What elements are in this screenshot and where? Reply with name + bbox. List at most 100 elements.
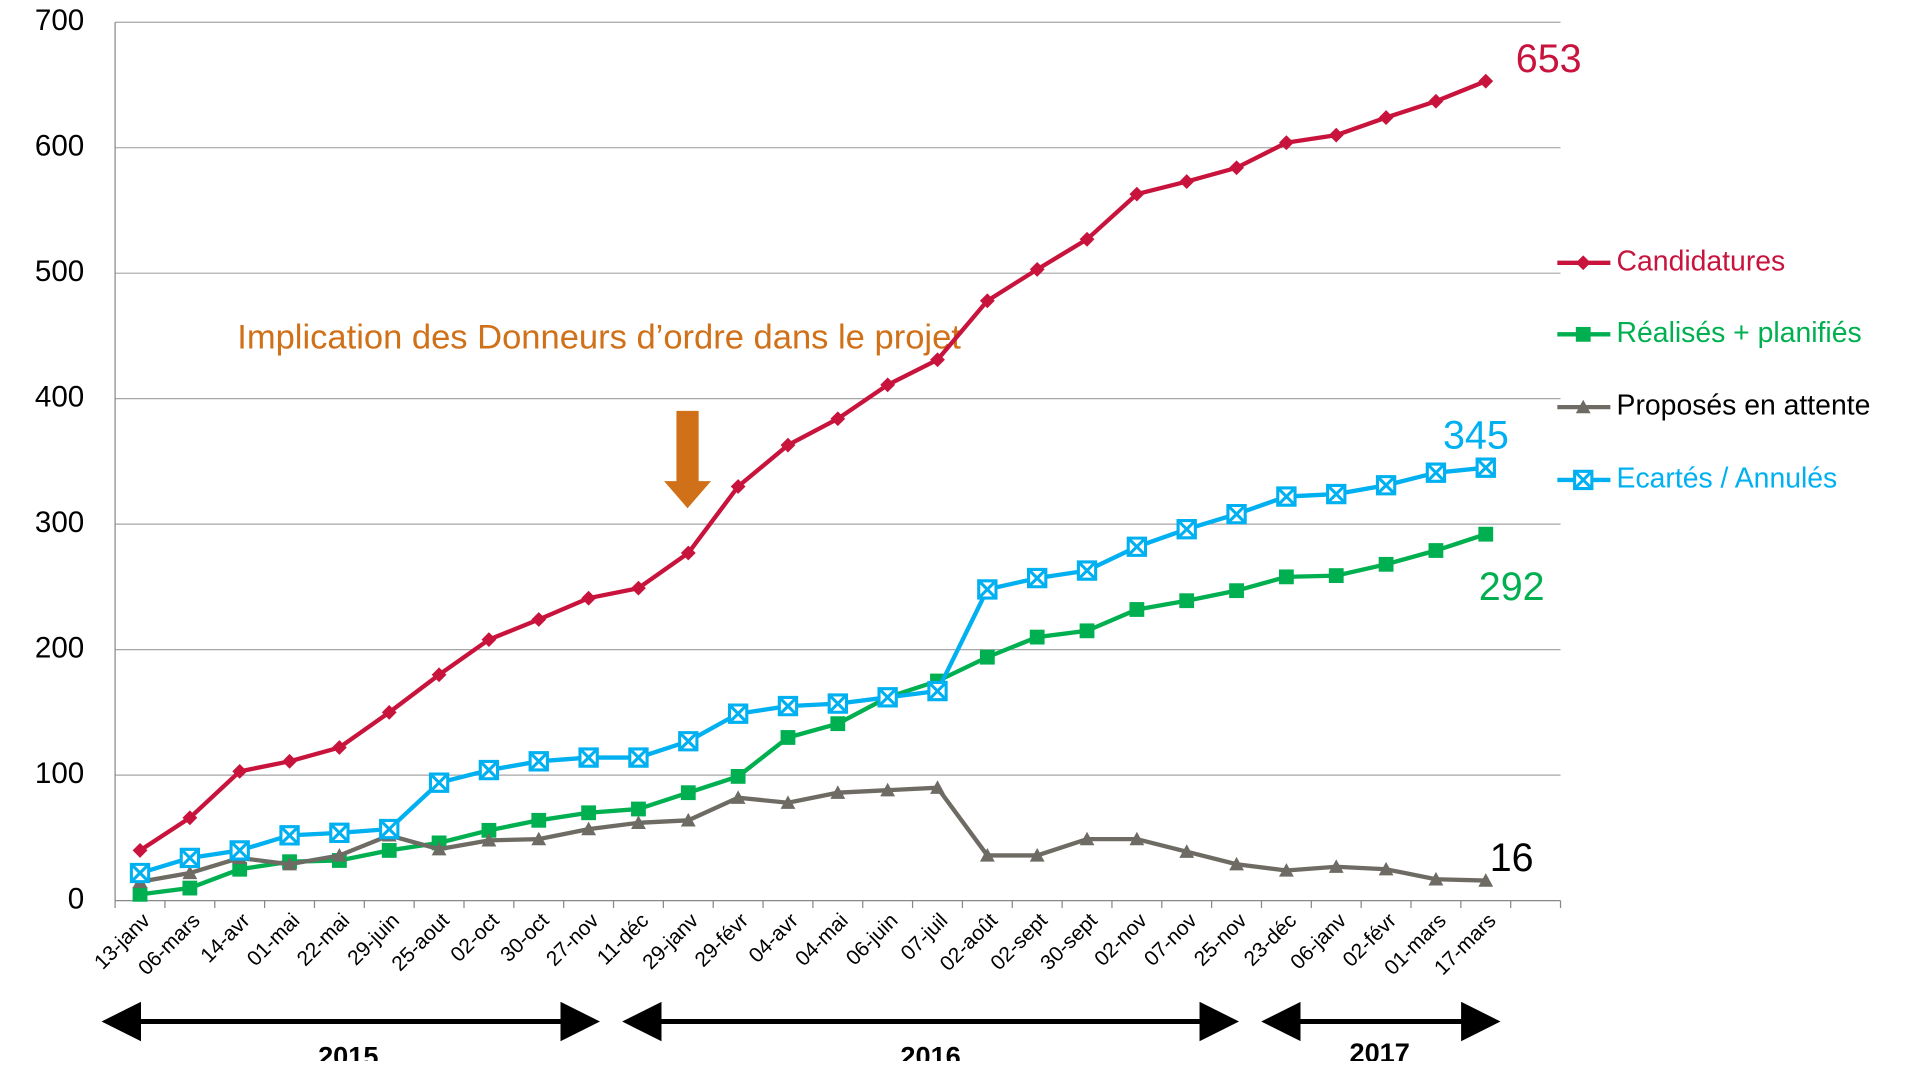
point [1079,623,1095,639]
marker-shape [727,703,749,724]
point [1029,848,1045,862]
point [979,848,995,862]
point [1179,593,1195,609]
point [1328,127,1344,143]
point [182,865,198,880]
x-tick-label: 02-nov [1090,909,1152,971]
y-tick-label: 100 [35,757,84,790]
point [129,862,151,884]
x-tick-label: 29-janv [638,909,703,974]
point [179,847,201,869]
year-label: 2015 [318,1041,378,1061]
legend-label: Ecartés / Annulés [1617,462,1838,494]
point [1328,568,1344,584]
marker-shape [777,695,799,717]
point [1229,160,1244,176]
marker-shape [1176,518,1197,540]
point [678,731,699,752]
point [531,831,547,846]
point [880,377,896,393]
series-line [138,79,1487,853]
point [282,856,297,871]
point [1129,186,1145,202]
y-tick-label: 600 [35,130,84,163]
point [1328,859,1344,873]
series-line [139,465,1486,876]
marker-shape [1276,486,1297,507]
point [578,747,599,768]
point [927,680,948,702]
point [1229,583,1244,599]
point [329,822,350,844]
point [381,843,397,858]
x-tick-label: 30-sept [1036,909,1102,975]
marker-shape [379,818,400,840]
point [182,880,198,896]
y-tick-label: 0 [68,882,84,915]
point [182,810,198,826]
point [1226,503,1247,525]
legend-marker [1575,399,1591,414]
point [631,801,646,817]
marker-shape [927,680,948,702]
y-tick-label: 700 [35,4,84,37]
point [827,693,848,714]
point [481,822,497,838]
point [680,785,696,801]
x-tick-label: 04-mai [791,909,853,971]
marker-shape [1375,475,1397,496]
point [979,649,995,665]
point [1079,231,1095,247]
point [1079,831,1095,846]
year-label: 2017 [1349,1037,1409,1061]
point [1428,543,1444,558]
marker-shape [578,747,599,768]
marker-shape [329,822,350,844]
point [1276,486,1297,507]
point [581,821,597,836]
point [930,780,945,794]
point [1126,536,1148,557]
x-tick-label: 07-nov [1140,909,1202,971]
end-label: 292 [1479,565,1545,609]
point [1278,863,1294,877]
point [478,759,500,781]
marker-shape [1076,560,1098,581]
point [780,795,796,809]
point [431,667,447,683]
marker-shape [1425,462,1447,483]
marker-shape [678,731,699,752]
legend-marker [1575,326,1591,342]
marker-shape [628,747,649,768]
point [1378,861,1394,876]
point [132,886,148,902]
marker-shape [528,751,549,772]
point [1229,856,1244,871]
point [1475,457,1496,478]
point [1027,567,1048,589]
point [1378,110,1394,125]
marker-shape [279,825,300,846]
marker-shape [179,847,201,869]
marker-shape [977,579,998,600]
point [431,841,447,856]
marker-shape [1326,483,1347,505]
x-tick-label: 06-juin [842,909,903,970]
marker-shape [229,840,250,861]
legend-marker [1575,255,1591,271]
point [1129,602,1145,617]
point [1378,556,1394,572]
point [428,772,450,793]
point [331,848,347,862]
point [727,703,749,724]
point [379,818,400,840]
point [628,747,649,768]
point [481,632,497,648]
x-tick-label: 01-mai [243,909,305,971]
point [777,695,799,717]
marker-shape [1226,503,1247,525]
point [830,411,846,427]
point [631,815,646,829]
x-tick-label: 22-mai [293,909,355,971]
